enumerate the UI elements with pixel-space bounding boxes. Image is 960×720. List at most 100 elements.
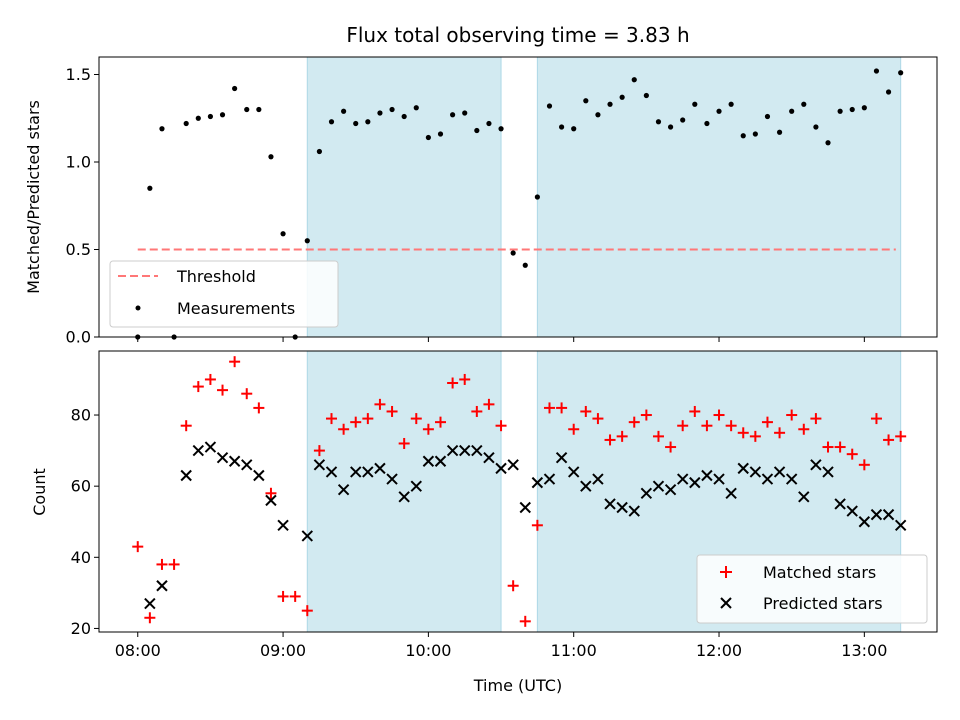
- matched-stars-point: [749, 430, 761, 442]
- matched-stars-point: [386, 405, 398, 417]
- shaded-interval-1: [306, 350, 502, 633]
- top-axes-frame: [98, 56, 938, 338]
- predicted-stars-point: [555, 452, 568, 464]
- measurements-point: [401, 113, 407, 120]
- measurements-point: [558, 124, 565, 130]
- matched-stars-point: [580, 405, 592, 417]
- y-tick-label: 0.0: [66, 328, 91, 347]
- measurements-point: [510, 250, 516, 256]
- bottom-x-axis-label: Time (UTC): [473, 676, 562, 695]
- measurements-point: [474, 127, 480, 134]
- measurements-point: [389, 106, 395, 113]
- predicted-stars-point: [834, 498, 846, 510]
- matched-stars-point: [677, 420, 689, 432]
- predicted-stars-point: [471, 444, 483, 457]
- matched-stars-point: [870, 413, 882, 425]
- y-tick-label: 0.5: [66, 240, 91, 259]
- matched-stars-point: [447, 377, 459, 389]
- matched-stars-point: [313, 445, 325, 457]
- top-legend: Threshold Measurements: [109, 260, 339, 328]
- predicted-stars-point: [616, 501, 628, 514]
- matched-stars-point: [144, 612, 156, 624]
- matched-stars-point: [410, 413, 422, 425]
- bottom-y-axis-label: Count: [30, 468, 49, 516]
- measurements-point: [728, 101, 734, 107]
- matched-stars-point: [277, 590, 289, 602]
- shaded-interval-1: [306, 56, 502, 338]
- matched-stars-point: [168, 558, 180, 570]
- matched-stars-point: [434, 416, 446, 428]
- measurements-point: [280, 231, 286, 237]
- predicted-stars-point: [761, 473, 774, 485]
- matched-stars-point: [217, 384, 229, 396]
- measurements-point: [680, 117, 686, 123]
- x-tick-label: 09:00: [260, 641, 306, 660]
- measurements-point: [219, 112, 226, 118]
- predicted-stars-point: [543, 473, 556, 485]
- measurements-point: [607, 101, 613, 107]
- measurements-point: [655, 119, 662, 125]
- predicted-stars-point: [580, 480, 592, 492]
- measurements-point: [825, 140, 831, 146]
- measurements-point: [232, 85, 238, 92]
- predicted-stars-point: [362, 466, 374, 478]
- predicted-stars-point: [882, 508, 895, 521]
- predicted-stars-point: [144, 597, 156, 610]
- matched-stars-point: [761, 416, 773, 428]
- matched-stars-point: [495, 420, 507, 432]
- predicted-stars-point: [701, 469, 713, 482]
- measurements-point: [522, 262, 528, 268]
- matched-stars-point: [798, 423, 810, 435]
- legend-predicted-swatch: [720, 597, 732, 609]
- matched-stars-point: [338, 423, 350, 435]
- predicted-stars-point: [567, 466, 580, 478]
- matched-stars-point: [459, 373, 471, 385]
- matched-stars-point: [568, 423, 580, 435]
- matched-stars-point: [192, 381, 204, 393]
- y-tick-label: 1.0: [66, 153, 91, 172]
- predicted-stars-point: [483, 452, 495, 464]
- matched-stars-point: [810, 413, 822, 425]
- matched-stars-point: [180, 420, 192, 432]
- y-tick-label: 80: [71, 406, 91, 425]
- bottom-legend: Matched stars Predicted stars: [696, 554, 928, 624]
- predicted-stars-point: [689, 476, 701, 489]
- bottom-axes-frame: [98, 350, 938, 633]
- measurements-point: [704, 120, 710, 127]
- predicted-stars-point: [713, 473, 725, 485]
- predicted-stars-point: [507, 459, 519, 471]
- measurements-point: [450, 112, 456, 118]
- matched-stars-point: [556, 402, 568, 414]
- matched-stars-point: [289, 590, 301, 602]
- top-panel: 0.0 0.5 1.0 1.5 Flux total observing time =…: [24, 23, 938, 347]
- predicted-stars-point: [204, 441, 217, 453]
- matched-stars-point: [701, 420, 713, 432]
- matched-stars-point: [265, 487, 277, 499]
- matched-stars-point: [665, 441, 677, 453]
- matched-stars-point: [229, 356, 241, 368]
- measurements-point: [667, 124, 674, 130]
- measurements-point: [692, 101, 698, 107]
- bottom-x-ticks: 08:00 09:00 10:00 11:00 12:00 13:00: [115, 632, 887, 660]
- measurements-point: [498, 126, 504, 132]
- predicted-stars-point: [495, 462, 507, 475]
- top-y-axis-label: Matched/Predicted stars: [24, 100, 43, 294]
- measurements-point: [801, 101, 807, 107]
- measurements-point: [595, 112, 601, 118]
- matched-stars-point: [895, 430, 907, 442]
- legend-threshold-label: Threshold: [176, 267, 256, 286]
- matched-stars-point: [846, 448, 858, 460]
- predicted-stars-point: [410, 480, 422, 492]
- measurements-point: [207, 113, 214, 120]
- y-tick-label: 60: [71, 477, 91, 496]
- measurements-point: [183, 120, 189, 127]
- measurements-point: [643, 92, 649, 99]
- measurements-point: [159, 126, 165, 132]
- measurements-point: [740, 133, 746, 139]
- legend-predicted-label: Predicted stars: [763, 594, 883, 613]
- x-tick-label: 12:00: [696, 641, 742, 660]
- predicted-stars-point: [628, 505, 640, 517]
- bottom-points: [132, 356, 907, 627]
- measurements-point: [365, 119, 371, 125]
- measurements-point: [571, 126, 577, 132]
